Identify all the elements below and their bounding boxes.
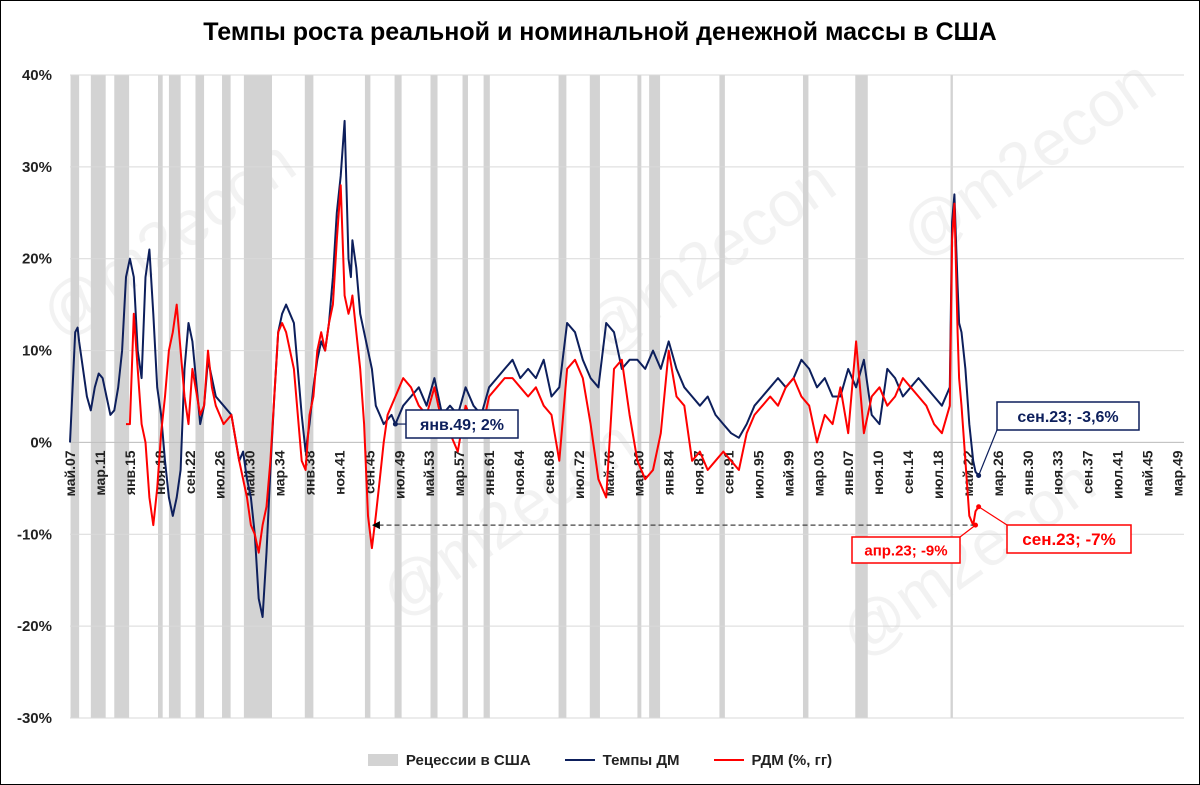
x-tick-label: июл.26 [212, 450, 228, 499]
annotation-label: янв.49; 2% [419, 417, 504, 434]
x-tick-label: сен.37 [1080, 450, 1096, 494]
y-tick-label: -10% [17, 526, 52, 543]
y-tick-label: -20% [17, 618, 52, 635]
recession-band [114, 75, 130, 718]
annotation-box [996, 401, 1140, 431]
chart-title: Темпы роста реальной и номинальной денеж… [203, 18, 997, 46]
recession-band [157, 75, 163, 718]
x-tick-label: янв.38 [301, 450, 317, 495]
recession-band [394, 75, 402, 718]
annotation-leader [978, 429, 998, 476]
recession-band [304, 75, 314, 718]
annotation-leader [959, 524, 976, 538]
annotation-point [392, 421, 398, 427]
x-tick-label: май.22 [960, 450, 976, 496]
recession-band [90, 75, 106, 718]
y-tick-label: 0% [30, 434, 52, 451]
x-tick-label: ноя.10 [870, 450, 886, 495]
x-tick-label: май.53 [421, 450, 437, 496]
x-tick-label: ноя.64 [511, 450, 527, 495]
legend-item-recessions: Рецессии в США [367, 751, 531, 769]
annotation-label: сен.23; -3,6% [1017, 409, 1118, 426]
annotation-point [976, 472, 982, 478]
annotation-box [1006, 524, 1132, 554]
y-tick-label: 20% [22, 251, 52, 268]
recession-band [430, 75, 438, 718]
x-tick-label: май.30 [242, 450, 258, 496]
x-tick-label: июл.95 [750, 450, 766, 499]
legend-swatch-nominal [564, 759, 595, 761]
recession-band [364, 75, 371, 718]
x-tick-label: янв.30 [1020, 450, 1036, 495]
recession-band [168, 75, 181, 718]
x-tick-label: июл.49 [391, 450, 407, 499]
legend-swatch-real [713, 759, 744, 761]
recession-band [589, 75, 600, 718]
x-tick-label: май.99 [780, 450, 796, 496]
x-tick-label: ноя.87 [691, 450, 707, 495]
annotation-leader [978, 506, 1008, 526]
x-tick-label: ноя.18 [152, 450, 168, 495]
y-tick-label: 10% [22, 343, 52, 360]
x-tick-label: сен.68 [541, 450, 557, 494]
series-line-nominal [69, 119, 980, 618]
x-tick-label: янв.15 [122, 450, 138, 495]
x-tick-label: мар.34 [272, 450, 288, 496]
recession-band [462, 75, 468, 718]
recession-band [950, 75, 953, 718]
x-tick-label: мар.49 [1170, 450, 1186, 496]
legend-label-nominal: Темпы ДМ [602, 751, 680, 769]
annotation-box [851, 536, 961, 564]
chart-legend: Рецессии в США Темпы ДМ РДМ (%, гг) [0, 748, 1200, 772]
recession-band [195, 75, 205, 718]
series-line-real [126, 184, 980, 554]
x-tick-label: ноя.33 [1050, 450, 1066, 495]
x-tick-label: июл.18 [930, 450, 946, 499]
x-tick-label: июл.41 [1110, 450, 1126, 499]
legend-item-real: РДМ (%, гг) [713, 751, 833, 769]
x-tick-label: мар.26 [990, 450, 1006, 496]
y-tick-label: -30% [17, 710, 52, 727]
x-tick-label: мар.57 [451, 450, 467, 496]
annotation-label: апр.23; -9% [864, 542, 947, 559]
x-tick-label: май.07 [62, 450, 78, 496]
recession-band [70, 75, 80, 718]
legend-label-real: РДМ (%, гг) [751, 751, 833, 769]
recession-band [802, 75, 809, 718]
recession-band [719, 75, 725, 718]
y-tick-label: 30% [22, 159, 52, 176]
x-tick-label: сен.22 [182, 450, 198, 494]
x-tick-label: мар.03 [810, 450, 826, 496]
x-tick-label: май.45 [1140, 450, 1156, 496]
recession-band [222, 75, 231, 718]
reference-arrowhead [371, 521, 380, 530]
y-tick-label: 40% [22, 67, 52, 84]
x-tick-label: май.76 [601, 450, 617, 496]
legend-label-recessions: Рецессии в США [405, 751, 531, 769]
x-tick-label: янв.61 [481, 450, 497, 495]
annotation-point [976, 504, 982, 510]
annotation-box [405, 409, 519, 439]
legend-swatch-recessions [367, 754, 398, 766]
recession-band [243, 75, 272, 718]
recession-band [649, 75, 661, 718]
x-tick-label: сен.14 [900, 450, 916, 494]
x-tick-label: мар.11 [92, 450, 108, 495]
x-tick-label: янв.07 [840, 450, 856, 495]
recession-band [637, 75, 642, 718]
legend-item-nominal: Темпы ДМ [564, 751, 680, 769]
x-tick-label: янв.84 [661, 450, 677, 495]
x-tick-label: мар.80 [631, 450, 647, 496]
x-tick-label: июл.72 [571, 450, 587, 499]
x-tick-label: сен.45 [361, 450, 377, 494]
annotation-point [973, 522, 979, 528]
x-tick-label: ноя.41 [331, 450, 347, 495]
annotation-label: сен.23; -7% [1022, 530, 1115, 549]
recession-band [558, 75, 567, 718]
